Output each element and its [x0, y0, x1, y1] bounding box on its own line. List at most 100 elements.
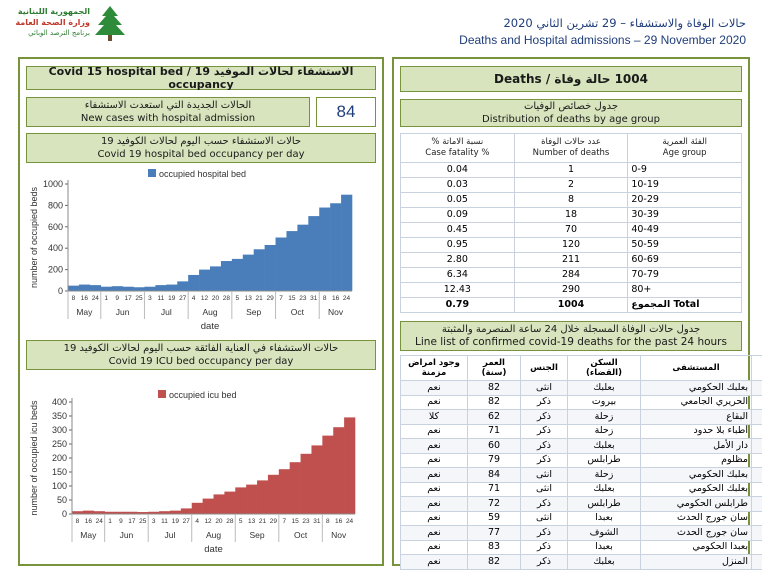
table-cell: 5	[751, 438, 762, 454]
y-tick-label: 0	[58, 286, 63, 296]
table-row: 80+ 290 12.43	[400, 282, 742, 298]
table-cell: دار الأمل	[640, 438, 752, 454]
y-tick-label: 250	[52, 439, 67, 449]
table-cell: بعلبك	[567, 380, 641, 396]
table-cell: 82	[467, 380, 521, 396]
x-tick-label: 24	[343, 295, 351, 302]
bar	[275, 237, 287, 291]
table-cell: نعم	[400, 510, 468, 526]
table-cell: بعلبك	[567, 438, 641, 454]
bar	[300, 453, 312, 514]
y-axis-label: number of occupied icu beds	[29, 400, 39, 516]
bar	[278, 469, 290, 514]
bar	[137, 512, 149, 514]
right-heading: 1004 حالة وفاة / Deaths	[400, 66, 742, 92]
header-ar: عدد حالات الوفاة	[541, 137, 601, 147]
logo-line: الجمهورية اللبنانية	[17, 7, 90, 16]
x-tick-label: 19	[168, 295, 176, 302]
table-row: 50-59 120 0.95	[400, 237, 742, 253]
table-cell: 2.80	[400, 252, 515, 268]
chart-subtitle: Covid 19 hospital bed occupancy per day	[97, 149, 305, 160]
table-cell: انثى	[520, 510, 568, 526]
table-cell: 59	[467, 510, 521, 526]
table-cell: سان جورج الحدث	[640, 510, 752, 526]
x-tick-label: 16	[332, 295, 340, 302]
table-cell: 4	[751, 423, 762, 439]
bar	[72, 511, 84, 514]
label-ar: الحالات الجديدة التي استعدت الاستشفاء	[84, 100, 252, 111]
column-header: وجود امراض مزمنة	[400, 355, 468, 381]
month-label: Sep	[249, 530, 264, 540]
y-tick-label: 350	[52, 411, 67, 421]
x-tick-label: 11	[157, 295, 164, 302]
table-cell: بعبدا	[567, 510, 641, 526]
x-tick-label: 12	[201, 295, 209, 302]
table-cell: 1	[513, 162, 629, 178]
logo-line: برنامج الترصد الوبائي	[28, 29, 90, 37]
header-ar: الفئة العمرية	[662, 137, 707, 147]
bar	[333, 427, 345, 514]
x-tick-label: 21	[256, 295, 264, 302]
age-table-wrap: الفئة العمرية Age group عدد حالات الوفاة Nu…	[400, 133, 742, 313]
x-tick-label: 16	[81, 295, 89, 302]
legend-swatch	[148, 169, 156, 177]
table-cell: الشوف	[567, 525, 641, 541]
header-row: الفئة العمرية Age group عدد حالات الوفاة Nu…	[400, 133, 742, 163]
bar	[246, 484, 258, 514]
y-tick-label: 800	[48, 200, 63, 210]
table-cell: 1	[751, 380, 762, 396]
bar	[308, 216, 320, 291]
y-axis-label: number of occupied beds	[29, 186, 39, 288]
table-cell: ذكر	[520, 409, 568, 425]
bar	[115, 511, 127, 514]
table-cell: طرابلس الحكومي	[640, 496, 752, 512]
table-cell: نعم	[400, 380, 468, 396]
table-cell: 10	[751, 510, 762, 526]
x-tick-label: 28	[223, 295, 231, 302]
bar	[289, 462, 301, 514]
table-cell: 7	[751, 467, 762, 483]
bar	[68, 285, 80, 291]
table-cell: بعلبك الحكومي	[640, 481, 752, 497]
table-cell: ذكر	[520, 554, 568, 570]
table-body: 1بعلبك الحكوميبعلبكانثى82نعم2الحريري الج…	[400, 380, 762, 570]
table-cell: بيروت	[567, 394, 641, 410]
bar	[89, 285, 102, 291]
x-tick-label: 11	[161, 518, 168, 525]
month-label: Jun	[116, 307, 130, 317]
table-cell: نعم	[400, 394, 468, 410]
bar	[199, 269, 211, 291]
bar	[297, 224, 309, 291]
x-axis-label: date	[204, 544, 223, 555]
x-tick-label: 29	[270, 518, 278, 525]
table-cell: 0.03	[400, 177, 515, 193]
x-axis-label: date	[201, 321, 220, 332]
header-en: Number of deaths	[532, 148, 610, 158]
table-cell: ذكر	[520, 438, 568, 454]
y-tick-label: 200	[52, 453, 67, 463]
month-label: Aug	[202, 307, 217, 317]
table-cell: 0.09	[400, 207, 515, 223]
month-label: Nov	[331, 530, 347, 540]
new-cases-value: 84	[316, 97, 376, 127]
month-label: Jun	[120, 530, 134, 540]
y-tick-label: 100	[52, 481, 67, 491]
column-header: نسبة الاماتة % Case fatality %	[400, 133, 515, 163]
table-cell: بعلبك الحكومي	[640, 380, 752, 396]
header-en: Case fatality %	[425, 148, 490, 158]
table-cell: 30-39	[627, 207, 742, 223]
table-cell: 211	[513, 252, 629, 268]
table-cell: ذكر	[520, 525, 568, 541]
y-tick-label: 1000	[43, 179, 63, 189]
logo-text: الجمهورية اللبنانية وزارة الصحة العامة ب…	[4, 6, 90, 39]
table-cell: 79	[467, 452, 521, 468]
table-row: 60-69 211 2.80	[400, 252, 742, 268]
x-tick-label: 16	[85, 518, 93, 525]
month-label: Oct	[291, 307, 305, 317]
month-label: Sep	[246, 307, 261, 317]
